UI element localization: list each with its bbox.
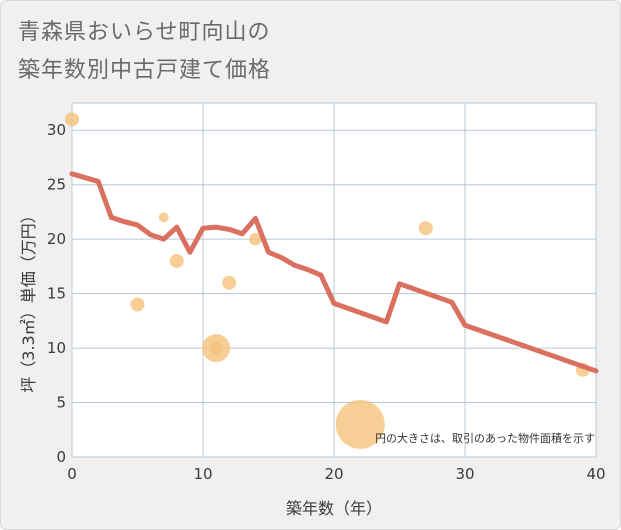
scatter-point <box>209 341 223 355</box>
y-tick-label: 20 <box>47 230 66 248</box>
chart-title-line1: 青森県おいらせ町向山の <box>18 20 271 45</box>
x-tick-label: 10 <box>193 465 212 483</box>
scatter-point <box>158 212 169 223</box>
scatter-point <box>130 297 145 312</box>
chart-title-line2: 築年数別中古戸建て価格 <box>18 58 272 83</box>
scatter-point <box>418 221 433 236</box>
tick-labels: 0 5 10 15 20 25 30 0 10 20 30 40 <box>47 121 606 483</box>
y-tick-label: 5 <box>56 394 66 412</box>
x-tick-label: 20 <box>324 465 343 483</box>
x-axis-label: 築年数（年） <box>286 499 382 518</box>
y-tick-label: 15 <box>47 285 66 303</box>
scatter-point <box>249 232 262 246</box>
y-tick-label: 10 <box>47 339 66 357</box>
trend-line <box>69 171 599 374</box>
scatter-point <box>222 275 237 290</box>
scatter-point <box>65 112 79 127</box>
scatter-point <box>335 399 385 449</box>
y-axis-label: 坪（3.3㎡）単価（万円） <box>19 207 38 392</box>
y-tick-label: 0 <box>56 448 66 466</box>
x-tick-label: 30 <box>455 465 474 483</box>
plot-border <box>71 102 597 458</box>
x-tick-label: 40 <box>586 465 605 483</box>
x-tick-label: 0 <box>67 465 77 483</box>
y-tick-label: 25 <box>47 176 66 194</box>
scatter-point <box>169 253 184 268</box>
y-tick-label: 30 <box>47 121 66 139</box>
bubble-size-note: 円の大きさは、取引のあった物件面積を示す <box>375 431 595 445</box>
trend-line-group <box>69 171 599 374</box>
